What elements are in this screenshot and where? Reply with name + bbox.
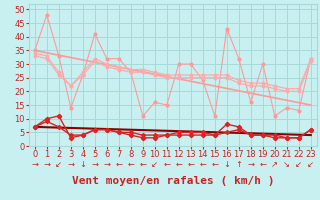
Text: ↙: ↙ — [295, 160, 302, 169]
Text: ↙: ↙ — [151, 160, 158, 169]
Text: ↑: ↑ — [235, 160, 242, 169]
Text: →: → — [67, 160, 74, 169]
Text: ↙: ↙ — [307, 160, 314, 169]
Text: ←: ← — [199, 160, 206, 169]
Text: ←: ← — [139, 160, 146, 169]
Text: ↙: ↙ — [55, 160, 62, 169]
Text: ↓: ↓ — [223, 160, 230, 169]
Text: ←: ← — [163, 160, 170, 169]
Text: ←: ← — [115, 160, 122, 169]
Text: ←: ← — [211, 160, 218, 169]
Text: ←: ← — [175, 160, 182, 169]
Text: ↗: ↗ — [271, 160, 278, 169]
X-axis label: Vent moyen/en rafales ( km/h ): Vent moyen/en rafales ( km/h ) — [72, 176, 274, 186]
Text: →: → — [247, 160, 254, 169]
Text: →: → — [43, 160, 50, 169]
Text: →: → — [103, 160, 110, 169]
Text: ←: ← — [259, 160, 266, 169]
Text: ↓: ↓ — [79, 160, 86, 169]
Text: →: → — [91, 160, 98, 169]
Text: →: → — [31, 160, 38, 169]
Text: ↘: ↘ — [283, 160, 290, 169]
Text: ←: ← — [187, 160, 194, 169]
Text: ←: ← — [127, 160, 134, 169]
